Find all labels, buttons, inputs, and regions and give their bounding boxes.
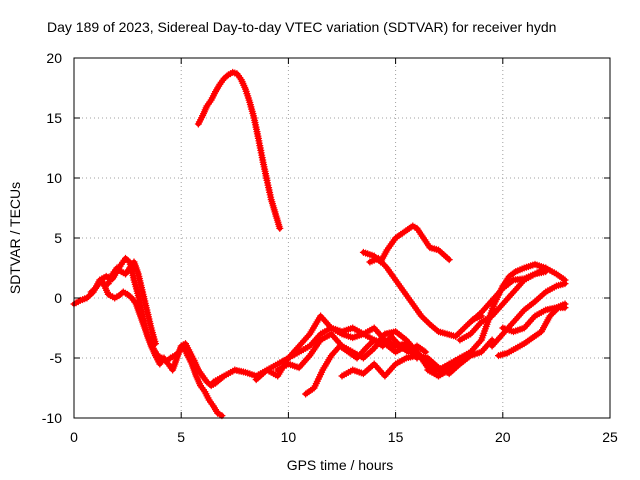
data-points <box>70 68 569 420</box>
y-tick-label: -10 <box>42 410 62 426</box>
y-axis-label: SDTVAR / TECUs <box>7 182 23 294</box>
y-tick-label: 10 <box>46 170 62 186</box>
series-arc-18 <box>467 268 550 326</box>
series-arc-3 <box>104 258 159 348</box>
y-tick-label: 15 <box>46 110 62 126</box>
series-arc-17 <box>495 304 569 360</box>
grid-lines <box>74 58 610 418</box>
plus-markers <box>87 276 226 420</box>
plus-markers <box>302 332 430 398</box>
x-tick-label: 25 <box>602 429 618 445</box>
series-arc-5 <box>194 68 284 232</box>
y-tick-label: 0 <box>54 290 62 306</box>
chart-title: Day 189 of 2023, Sidereal Day-to-day VTE… <box>47 19 556 35</box>
series-arc-9 <box>302 332 430 398</box>
plus-markers <box>194 68 284 232</box>
x-tick-label: 15 <box>388 429 404 445</box>
plus-markers <box>366 254 485 340</box>
x-tick-label: 20 <box>495 429 511 445</box>
series-arc-12 <box>366 254 485 340</box>
axis-ticks: 0 5 10 15 20 25 -10 -5 0 5 10 15 20 <box>42 50 618 445</box>
x-tick-label: 5 <box>177 429 185 445</box>
y-tick-label: 5 <box>54 230 62 246</box>
x-axis-label: GPS time / hours <box>287 457 394 473</box>
y-tick-label: -5 <box>50 350 63 366</box>
plus-markers <box>467 268 550 326</box>
plus-markers <box>495 304 569 360</box>
x-tick-label: 0 <box>70 429 78 445</box>
series-arc-2 <box>87 276 226 420</box>
x-tick-label: 10 <box>281 429 297 445</box>
plus-markers <box>104 258 159 348</box>
y-tick-label: 20 <box>46 50 62 66</box>
